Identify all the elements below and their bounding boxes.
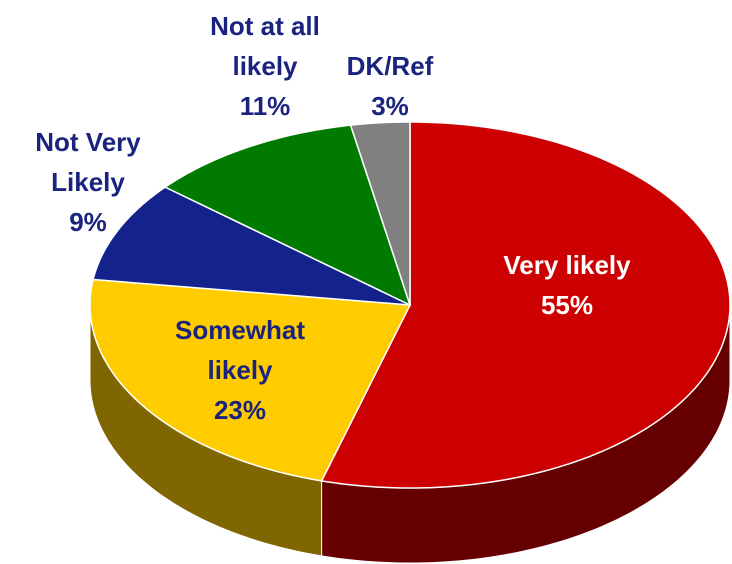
label-percent: 23% (213, 395, 267, 425)
pie-slice (92, 186, 411, 306)
label-percent: 55% (540, 290, 594, 320)
slice-top (349, 121, 411, 306)
slice-label: Somewhat likely 23% (150, 310, 330, 430)
label-percent: 3% (371, 91, 409, 121)
label-percent: 11% (239, 91, 291, 121)
label-category: Not Very Likely (35, 127, 141, 197)
label-percent: 9% (69, 207, 107, 237)
slice-label: Not at all likely 11% (190, 6, 340, 126)
label-category: Somewhat likely (174, 315, 306, 385)
pie-slice (89, 278, 412, 557)
slice-label: Very likely 55% (457, 245, 677, 325)
slice-top (89, 278, 412, 482)
slice-label: DK/Ref 3% (330, 46, 450, 126)
label-category: Very likely (503, 250, 631, 280)
slice-top (163, 124, 412, 307)
pie-slice (163, 124, 412, 307)
pie-slice (349, 121, 411, 306)
label-category: Not at all likely (210, 11, 320, 81)
slice-top (320, 121, 731, 489)
label-category: DK/Ref (346, 51, 434, 81)
slice-label: Not Very Likely 9% (13, 122, 163, 242)
slice-top (92, 186, 411, 306)
